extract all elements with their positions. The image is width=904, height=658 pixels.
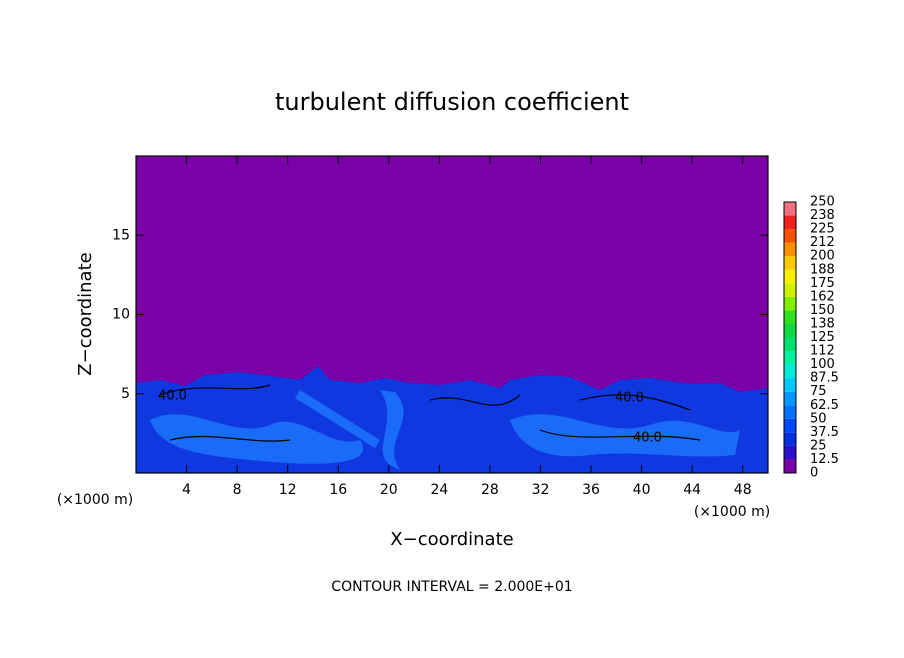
- colorbar-segment: [784, 337, 796, 352]
- colorbar-label: 62.5: [810, 398, 839, 413]
- colorbar-segment: [784, 242, 796, 257]
- colorbar-segment: [784, 432, 796, 446]
- colorbar-label: 212: [810, 235, 835, 250]
- colorbar-segment: [784, 459, 796, 473]
- colorbar-segment: [784, 418, 796, 433]
- x-tick-label: 8: [233, 482, 242, 498]
- colorbar-label: 175: [810, 276, 835, 291]
- x-tick-label: 28: [481, 482, 499, 498]
- colorbar-label: 238: [810, 208, 835, 223]
- colorbar-segment: [784, 351, 796, 365]
- colorbar-segment: [784, 405, 796, 419]
- colorbar-label: 100: [810, 357, 835, 372]
- colorbar-label: 138: [810, 316, 835, 331]
- x-tick-label: 20: [380, 482, 398, 498]
- colorbar-label: 188: [810, 262, 835, 277]
- colorbar-label: 12.5: [810, 452, 839, 467]
- colorbar-segment: [784, 364, 796, 379]
- contour-line: [159, 384, 701, 442]
- high-diffusion: [150, 390, 740, 470]
- y-tick-label: 15: [112, 227, 130, 243]
- colorbar-label: 112: [810, 344, 835, 359]
- x-tick-label: 32: [532, 482, 550, 498]
- colorbar-segment: [784, 391, 796, 406]
- colorbar-label: 0: [810, 466, 818, 481]
- colorbar-label: 225: [810, 222, 835, 237]
- y-tick-label: 5: [121, 386, 130, 402]
- contour-label: 40.0: [615, 391, 644, 406]
- colorbar-segment: [784, 202, 796, 216]
- x-tick-label: 44: [683, 482, 701, 498]
- colorbar-label: 37.5: [810, 425, 839, 440]
- colorbar-label: 150: [810, 303, 835, 318]
- colorbar-label: 75: [810, 384, 827, 399]
- x-axis-label: X−coordinate: [390, 529, 513, 550]
- field: 40.0 40.0 40.0: [136, 156, 768, 473]
- colorbar-label: 250: [810, 195, 835, 210]
- x-tick-label: 24: [430, 482, 448, 498]
- colorbar-segment: [784, 445, 796, 460]
- colorbar-segment: [784, 229, 796, 243]
- colorbar-label: 50: [810, 411, 827, 426]
- x-unit: (×1000 m): [57, 492, 133, 508]
- contour-label: 40.0: [158, 389, 187, 404]
- x-tick-label: 48: [734, 482, 752, 498]
- colorbar-label: 200: [810, 249, 835, 264]
- x-tick-label: 4: [182, 482, 191, 498]
- colorbar-segment: [784, 256, 796, 270]
- colorbar-label: 162: [810, 289, 835, 304]
- x-unit: (×1000 m): [694, 504, 770, 520]
- x-tick-label: 16: [329, 482, 347, 498]
- colorbar-segment: [784, 269, 796, 284]
- contour-label: 40.0: [633, 431, 662, 446]
- y-tick-label: 10: [112, 307, 130, 323]
- x-tick-label: 40: [633, 482, 651, 498]
- colorbar-segment: [784, 283, 796, 297]
- colorbar-segment: [784, 296, 796, 311]
- colorbar-segment: [784, 323, 796, 338]
- chart-title: turbulent diffusion coefficient: [275, 88, 629, 116]
- colorbar-segment: [784, 310, 796, 324]
- colorbar-label: 25: [810, 438, 827, 453]
- colorbar-frame: [783, 201, 797, 474]
- x-tick-label: 12: [279, 482, 297, 498]
- colorbar-label: 125: [810, 330, 835, 345]
- colorbar-segment: [784, 378, 796, 392]
- colorbar-label: 87.5: [810, 371, 839, 386]
- x-tick-label: 36: [582, 482, 600, 498]
- y-axis-label: Z−coordinate: [75, 252, 96, 375]
- colorbar-segment: [784, 215, 796, 230]
- footer: CONTOUR INTERVAL = 2.000E+01: [331, 579, 572, 595]
